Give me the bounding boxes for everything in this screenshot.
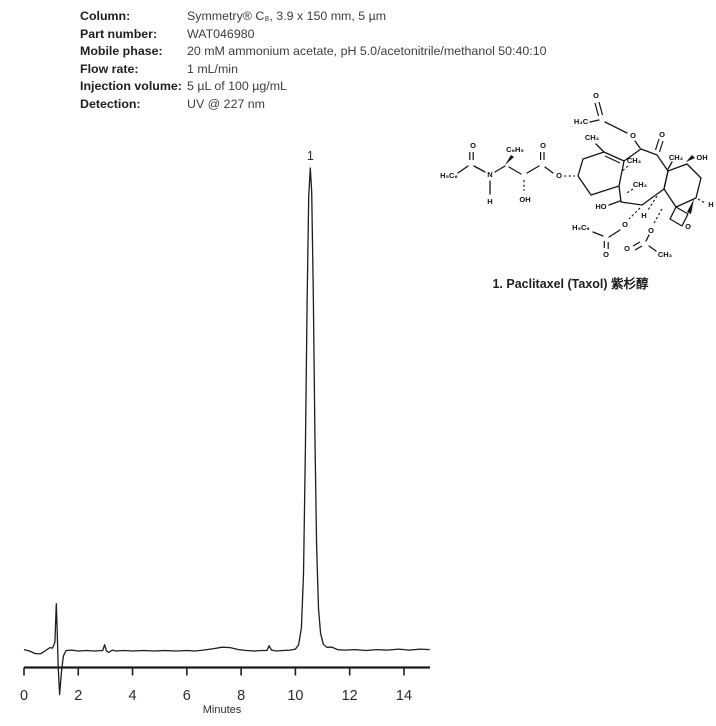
atom-label: O [622, 220, 628, 229]
atom-label: H [487, 197, 492, 206]
atom-label: OH [696, 153, 707, 162]
atom-label: CH₃ [627, 156, 642, 165]
structure-caption: 1. Paclitaxel (Taxol) 紫杉醇 [492, 277, 649, 291]
atom-label: H₅C₆ [572, 223, 590, 232]
paclitaxel-structure-drawing: H₅C₆ O N H C₆H₅ OH O O CH₃ O H₃C O O CH₃… [440, 91, 714, 259]
atom-label: O [685, 222, 691, 231]
x-axis-tick-label: 8 [237, 688, 245, 704]
x-axis-tick-label: 2 [74, 688, 82, 704]
x-axis-tick-label: 0 [20, 688, 28, 704]
condition-label: Flow rate: [80, 61, 139, 76]
chromatogram-plot: 0 2 4 6 8 10 12 14 Minutes 1 [20, 149, 430, 716]
condition-label: Column: [80, 9, 131, 23]
condition-label: Mobile phase: [80, 44, 163, 59]
x-axis-tick-label: 12 [342, 688, 358, 704]
atom-label: O [556, 171, 562, 180]
atom-label: O [470, 141, 476, 150]
atom-label: H₅C₆ [440, 171, 458, 180]
atom-label: O [603, 250, 609, 259]
x-axis-tick-label: 6 [183, 688, 191, 704]
condition-label: Part number: [80, 26, 158, 41]
x-axis-tick-label: 10 [287, 688, 303, 704]
atom-label: CH₃ [658, 250, 673, 259]
atom-label: HO [595, 202, 606, 211]
x-axis-title: Minutes [203, 704, 242, 716]
atom-label: O [659, 130, 665, 139]
atom-label: O [630, 131, 636, 140]
chromatogram-trace [23, 167, 430, 696]
atom-label: H [641, 211, 646, 220]
x-axis-tick-label: 4 [129, 688, 137, 704]
condition-value: 5 µL of 100 µg/mL [187, 79, 287, 94]
atom-label: O [624, 244, 630, 253]
method-conditions: Column: Symmetry® C₈, 3.9 x 150 mm, 5 µm… [80, 8, 547, 114]
atom-label: H [708, 200, 713, 209]
peak-label: 1 [307, 149, 314, 163]
condition-value: WAT046980 [187, 26, 255, 41]
condition-value: Symmetry® C₈, 3.9 x 150 mm, 5 µm [187, 9, 387, 23]
condition-value: UV @ 227 nm [187, 96, 266, 111]
atom-label: O [593, 91, 599, 100]
atom-label: CH₃ [669, 153, 684, 162]
condition-value: 20 mM ammonium acetate, pH 5.0/acetonitr… [187, 44, 547, 59]
atom-label: O [648, 226, 654, 235]
atom-label: CH₃ [585, 133, 600, 142]
atom-label: N [487, 170, 492, 179]
atom-label: CH₃ [633, 180, 648, 189]
atom-label: H₃C [574, 117, 589, 126]
x-axis-tick-label: 14 [396, 688, 412, 704]
atom-label: C₆H₅ [506, 145, 524, 154]
condition-label: Detection: [80, 96, 141, 111]
condition-value: 1 mL/min [187, 61, 238, 76]
atom-label: O [540, 141, 546, 150]
condition-label: Injection volume: [80, 79, 182, 94]
atom-label: OH [519, 195, 530, 204]
